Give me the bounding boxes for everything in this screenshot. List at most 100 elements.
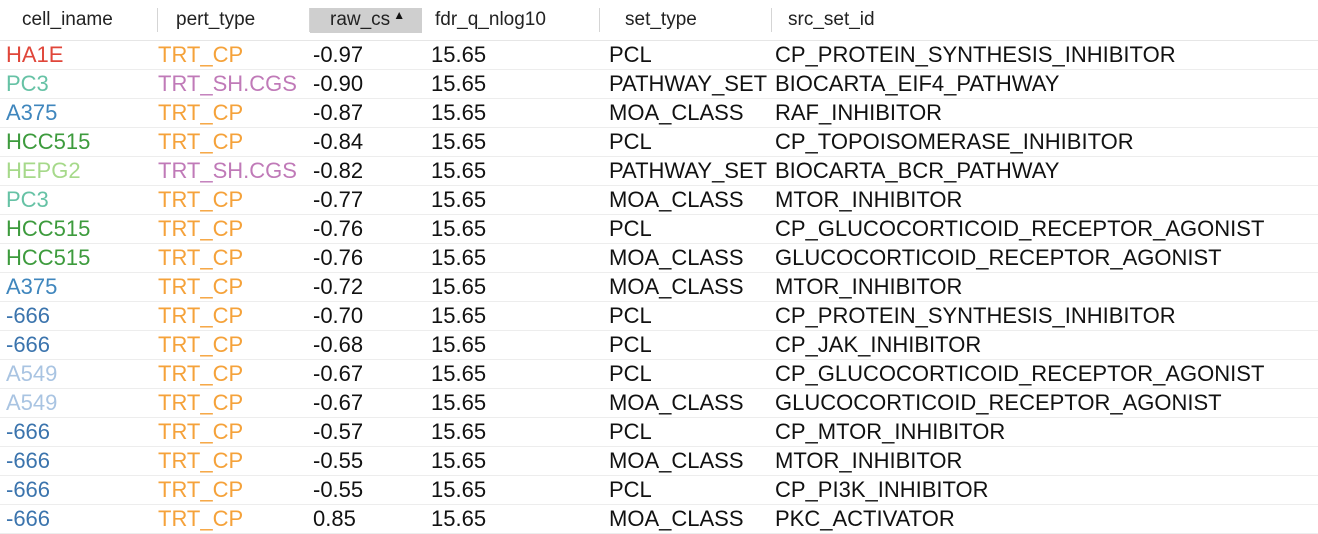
cell-cell-iname: HCC515 (6, 245, 91, 270)
table-row[interactable]: -666 TRT_CP -0.55 15.65 MOA_CLASS MTOR_INHIBI… (0, 447, 1318, 476)
table-row[interactable]: HCC515 TRT_CP -0.76 15.65 PCL CP_GLUCOCORTICO… (0, 215, 1318, 244)
cell-raw-cs: -0.72 (313, 274, 364, 299)
cell-set-type: PCL (609, 129, 652, 154)
column-header-label: src_set_id (788, 9, 875, 30)
cell-raw-cs: -0.82 (313, 158, 364, 183)
column-header-fdr-q-nlog10[interactable]: fdr_q_nlog10 (428, 0, 600, 40)
table-row[interactable]: -666 TRT_CP -0.70 15.65 PCL CP_PROTEIN_SYNTHE… (0, 302, 1318, 331)
column-header-set-type[interactable]: set_type (600, 0, 772, 40)
cell-pert-type: TRT_CP (158, 274, 244, 299)
cell-set-type: MOA_CLASS (609, 187, 744, 212)
cell-set-type: MOA_CLASS (609, 245, 744, 270)
cell-raw-cs: -0.57 (313, 419, 364, 444)
column-header-cell-iname[interactable]: cell_iname (0, 0, 158, 40)
cell-set-type: PCL (609, 361, 652, 386)
column-header-label: pert_type (176, 9, 256, 30)
cell-set-type: PCL (609, 332, 652, 357)
cell-set-type: MOA_CLASS (609, 274, 744, 299)
cell-pert-type: TRT_CP (158, 332, 244, 357)
cell-src-set-id: PKC_ACTIVATOR (775, 506, 955, 531)
table-row[interactable]: -666 TRT_CP -0.68 15.65 PCL CP_JAK_INHIBITOR (0, 331, 1318, 360)
column-header-label: cell_iname (22, 9, 113, 30)
cell-cell-iname: A549 (6, 361, 58, 386)
cell-raw-cs: -0.67 (313, 390, 364, 415)
cell-cell-iname: -666 (6, 448, 51, 473)
cell-src-set-id: CP_PROTEIN_SYNTHESIS_INHIBITOR (775, 303, 1176, 328)
cell-src-set-id: MTOR_INHIBITOR (775, 187, 963, 212)
table-row[interactable]: -666 TRT_CP -0.55 15.65 PCL CP_PI3K_INHIBITOR (0, 476, 1318, 505)
table-row[interactable]: PC3 TRT_CP -0.77 15.65 MOA_CLASS MTOR_INHIBIT… (0, 186, 1318, 215)
column-header-label: raw_cs (330, 9, 391, 30)
cell-pert-type: TRT_CP (158, 448, 244, 473)
cell-fdr-q-nlog10: 15.65 (431, 419, 487, 444)
cell-fdr-q-nlog10: 15.65 (431, 477, 487, 502)
cell-pert-type: TRT_CP (158, 100, 244, 125)
column-header-src-set-id[interactable]: src_set_id (772, 0, 1318, 40)
cell-src-set-id: CP_PI3K_INHIBITOR (775, 477, 989, 502)
cell-pert-type: TRT_CP (158, 477, 244, 502)
cell-cell-iname: A375 (6, 100, 58, 125)
column-header-raw-cs[interactable]: raw_cs ▲ (310, 0, 428, 40)
column-header-pert-type[interactable]: pert_type (158, 0, 310, 40)
cell-fdr-q-nlog10: 15.65 (431, 129, 487, 154)
column-divider[interactable] (157, 8, 158, 32)
cell-cell-iname: A549 (6, 390, 58, 415)
cell-raw-cs: -0.77 (313, 187, 364, 212)
cell-pert-type: TRT_CP (158, 303, 244, 328)
cell-cell-iname: HCC515 (6, 129, 91, 154)
cell-src-set-id: CP_TOPOISOMERASE_INHIBITOR (775, 129, 1134, 154)
table-row[interactable]: HA1E TRT_CP -0.97 15.65 PCL CP_PROTEIN_SYNTHE… (0, 41, 1318, 70)
cell-pert-type: TRT_SH.CGS (158, 158, 297, 183)
cell-set-type: PCL (609, 42, 652, 67)
cell-cell-iname: PC3 (6, 187, 49, 212)
column-header-label: fdr_q_nlog10 (435, 9, 546, 30)
cell-set-type: PCL (609, 477, 652, 502)
cell-src-set-id: MTOR_INHIBITOR (775, 448, 963, 473)
cell-cell-iname: -666 (6, 332, 51, 357)
table-row[interactable]: A549 TRT_CP -0.67 15.65 PCL CP_GLUCOCORTICOID… (0, 360, 1318, 389)
cell-set-type: PCL (609, 303, 652, 328)
cell-src-set-id: CP_GLUCOCORTICOID_RECEPTOR_AGONIST (775, 216, 1265, 241)
column-divider[interactable] (309, 8, 310, 32)
table-row[interactable]: A549 TRT_CP -0.67 15.65 MOA_CLASS GLUCOCORTIC… (0, 389, 1318, 418)
cell-raw-cs: -0.97 (313, 42, 364, 67)
cell-src-set-id: GLUCOCORTICOID_RECEPTOR_AGONIST (775, 245, 1222, 270)
cell-fdr-q-nlog10: 15.65 (431, 506, 487, 531)
cell-cell-iname: HEPG2 (6, 158, 81, 183)
cell-fdr-q-nlog10: 15.65 (431, 274, 487, 299)
cell-cell-iname: -666 (6, 419, 51, 444)
cell-cell-iname: HA1E (6, 42, 64, 67)
cell-fdr-q-nlog10: 15.65 (431, 158, 487, 183)
table-row[interactable]: A375 TRT_CP -0.87 15.65 MOA_CLASS RAF_INHIBIT… (0, 99, 1318, 128)
cell-set-type: MOA_CLASS (609, 448, 744, 473)
cell-src-set-id: CP_JAK_INHIBITOR (775, 332, 982, 357)
cell-fdr-q-nlog10: 15.65 (431, 42, 487, 67)
column-divider[interactable] (599, 8, 600, 32)
cell-pert-type: TRT_CP (158, 361, 244, 386)
cell-cell-iname: -666 (6, 506, 51, 531)
table-row[interactable]: -666 TRT_CP 0.85 15.65 MOA_CLASS PKC_ACTIVATO… (0, 505, 1318, 534)
cell-set-type: MOA_CLASS (609, 100, 744, 125)
cell-raw-cs: -0.67 (313, 361, 364, 386)
cell-set-type: PCL (609, 419, 652, 444)
column-divider[interactable] (771, 8, 772, 32)
cell-set-type: PATHWAY_SET (609, 71, 768, 96)
table-row[interactable]: A375 TRT_CP -0.72 15.65 MOA_CLASS MTOR_INHIBI… (0, 273, 1318, 302)
column-header-label: set_type (625, 9, 697, 30)
cell-cell-iname: -666 (6, 303, 51, 328)
cell-src-set-id: GLUCOCORTICOID_RECEPTOR_AGONIST (775, 390, 1222, 415)
cell-src-set-id: RAF_INHIBITOR (775, 100, 943, 125)
cell-cell-iname: -666 (6, 477, 51, 502)
cell-raw-cs: -0.70 (313, 303, 364, 328)
cell-raw-cs: -0.76 (313, 245, 364, 270)
table-row[interactable]: HCC515 TRT_CP -0.76 15.65 MOA_CLASS GLUCOCORT… (0, 244, 1318, 273)
cell-cell-iname: A375 (6, 274, 58, 299)
table-row[interactable]: HEPG2 TRT_SH.CGS -0.82 15.65 PATHWAY_SET BIOC… (0, 157, 1318, 186)
cell-pert-type: TRT_CP (158, 129, 244, 154)
cell-set-type: MOA_CLASS (609, 390, 744, 415)
table-row[interactable]: HCC515 TRT_CP -0.84 15.65 PCL CP_TOPOISOMERAS… (0, 128, 1318, 157)
table-row[interactable]: PC3 TRT_SH.CGS -0.90 15.65 PATHWAY_SET BIOCAR… (0, 70, 1318, 99)
cell-src-set-id: BIOCARTA_EIF4_PATHWAY (775, 71, 1060, 96)
cell-pert-type: TRT_SH.CGS (158, 71, 297, 96)
table-row[interactable]: -666 TRT_CP -0.57 15.65 PCL CP_MTOR_INHIBITOR (0, 418, 1318, 447)
